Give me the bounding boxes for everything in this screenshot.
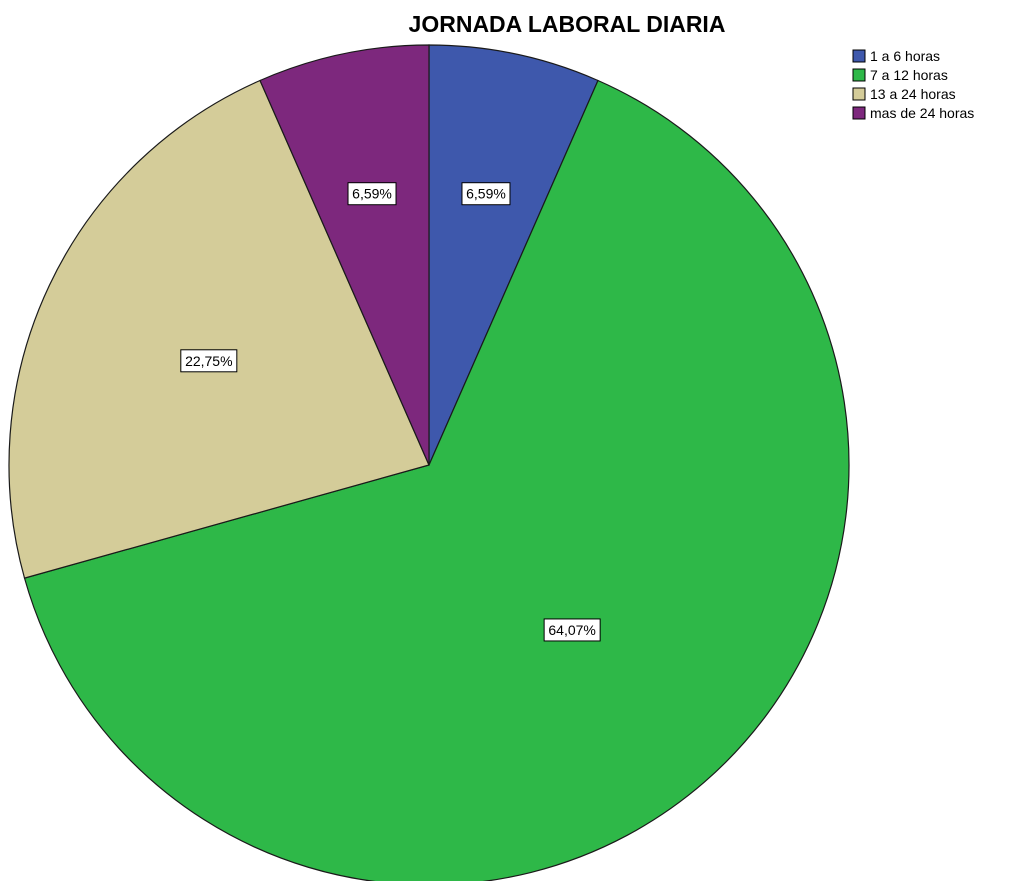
data-labels: 6,59% 64,07% 22,75% 6,59% xyxy=(180,182,601,642)
legend-label: 13 a 24 horas xyxy=(870,86,956,102)
data-label-box xyxy=(180,349,238,373)
legend-swatch xyxy=(852,106,866,120)
legend-item-3: 13 a 24 horas xyxy=(852,86,956,102)
pie-slices xyxy=(8,44,850,881)
data-label-text: 6,59% xyxy=(466,186,506,202)
data-label-text: 22,75% xyxy=(185,353,232,369)
data-label-box xyxy=(347,182,397,206)
data-label-box xyxy=(461,182,511,206)
data-label-text: 64,07% xyxy=(548,622,595,638)
legend-item-1: 1 a 6 horas xyxy=(852,48,940,64)
data-label-text: 6,59% xyxy=(352,186,392,202)
legend-swatch xyxy=(852,68,866,82)
legend-swatch xyxy=(852,87,866,101)
pie-slice-4 xyxy=(259,44,430,466)
data-label-box xyxy=(543,618,601,642)
data-label-3: 22,75% xyxy=(180,349,238,373)
legend-label: mas de 24 horas xyxy=(870,105,974,121)
chart-title: JORNADA LABORAL DIARIA xyxy=(409,11,726,37)
legend-label: 1 a 6 horas xyxy=(870,48,940,64)
pie-slice-2 xyxy=(23,79,850,881)
pie-slice-1 xyxy=(428,44,599,466)
legend-label: 7 a 12 horas xyxy=(870,67,948,83)
data-label-4: 6,59% xyxy=(347,182,397,206)
data-label-2: 64,07% xyxy=(543,618,601,642)
legend-swatch xyxy=(852,49,866,63)
legend-item-2: 7 a 12 horas xyxy=(852,67,948,83)
legend-item-4: mas de 24 horas xyxy=(852,105,974,121)
legend: 1 a 6 horas 7 a 12 horas 13 a 24 horas mas … xyxy=(852,48,974,121)
data-label-1: 6,59% xyxy=(461,182,511,206)
pie-slice-3 xyxy=(8,79,430,579)
